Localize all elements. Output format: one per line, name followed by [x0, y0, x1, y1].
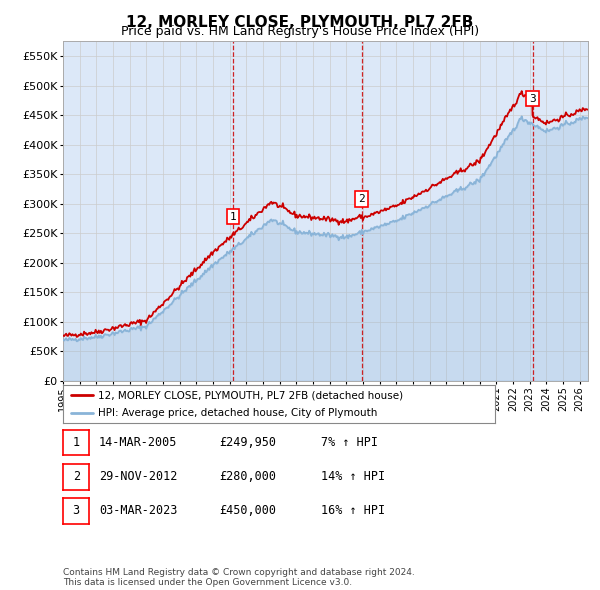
Text: 14-MAR-2005: 14-MAR-2005 [99, 436, 178, 449]
Text: 1: 1 [230, 212, 236, 222]
Text: 14% ↑ HPI: 14% ↑ HPI [321, 470, 385, 483]
Text: 2: 2 [73, 470, 80, 483]
Text: £280,000: £280,000 [219, 470, 276, 483]
Text: HPI: Average price, detached house, City of Plymouth: HPI: Average price, detached house, City… [98, 408, 377, 418]
Text: 7% ↑ HPI: 7% ↑ HPI [321, 436, 378, 449]
Text: 16% ↑ HPI: 16% ↑ HPI [321, 504, 385, 517]
Text: Contains HM Land Registry data © Crown copyright and database right 2024.
This d: Contains HM Land Registry data © Crown c… [63, 568, 415, 587]
Text: 2: 2 [358, 194, 365, 204]
Text: 3: 3 [73, 504, 80, 517]
Text: 12, MORLEY CLOSE, PLYMOUTH, PL7 2FB (detached house): 12, MORLEY CLOSE, PLYMOUTH, PL7 2FB (det… [98, 390, 403, 400]
Text: 29-NOV-2012: 29-NOV-2012 [99, 470, 178, 483]
Text: 1: 1 [73, 436, 80, 449]
Text: Price paid vs. HM Land Registry's House Price Index (HPI): Price paid vs. HM Land Registry's House … [121, 25, 479, 38]
Text: 3: 3 [529, 94, 536, 103]
Text: 03-MAR-2023: 03-MAR-2023 [99, 504, 178, 517]
Text: 12, MORLEY CLOSE, PLYMOUTH, PL7 2FB: 12, MORLEY CLOSE, PLYMOUTH, PL7 2FB [127, 15, 473, 30]
Text: £249,950: £249,950 [219, 436, 276, 449]
Text: £450,000: £450,000 [219, 504, 276, 517]
